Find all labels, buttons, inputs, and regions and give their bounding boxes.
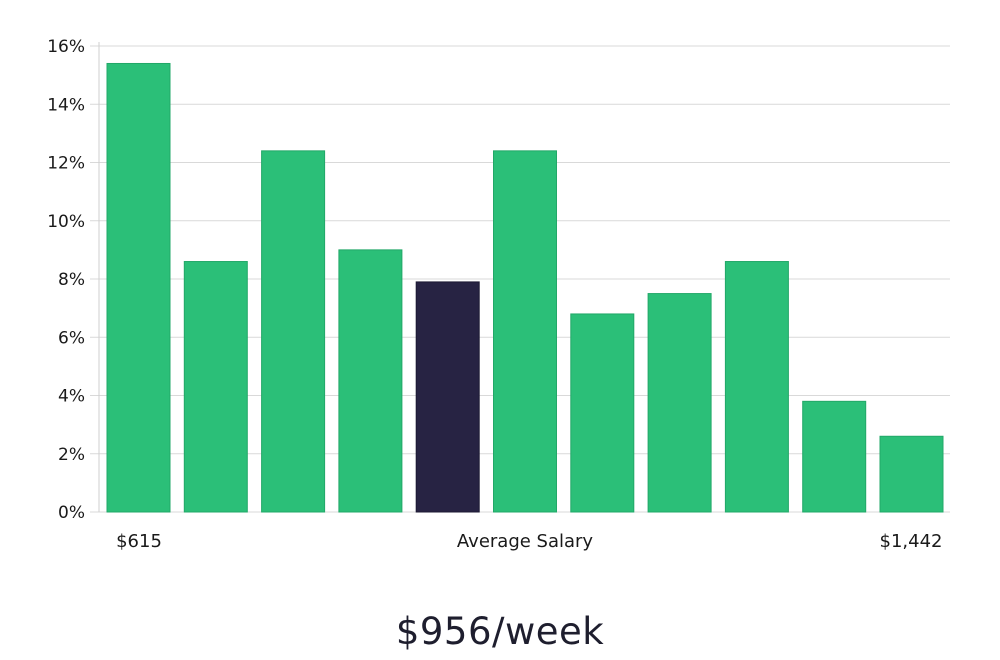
bar: [261, 150, 326, 513]
bar: [106, 62, 171, 513]
bar: [724, 261, 789, 513]
x-label-max: $1,442: [880, 531, 943, 552]
y-tick-label: 8%: [58, 270, 85, 290]
bar: [647, 293, 712, 513]
bar: [570, 313, 635, 513]
bar: [338, 249, 403, 513]
bar: [183, 261, 248, 513]
y-tick-label: 2%: [58, 445, 85, 465]
bar-highlight: [415, 281, 480, 513]
y-tick-label: 10%: [47, 212, 85, 232]
y-tick-label: 16%: [47, 37, 85, 57]
y-tick-label: 0%: [58, 503, 85, 523]
y-axis-ticks: 0% 2% 4% 6% 8% 10% 12% 14% 16%: [47, 37, 85, 523]
bar: [493, 150, 557, 513]
y-tick-label: 14%: [47, 95, 85, 115]
bar: [802, 400, 867, 513]
y-tick-label: 6%: [58, 328, 85, 348]
average-salary-value: $956/week: [395, 610, 605, 653]
bar: [879, 435, 944, 513]
salary-histogram: 0% 2% 4% 6% 8% 10% 12% 14% 16% $615 Average Sala…: [47, 37, 950, 552]
y-tick-label: 12%: [47, 154, 85, 174]
x-label-center: Average Salary: [457, 531, 594, 552]
bars: [106, 62, 944, 513]
y-tick-label: 4%: [58, 387, 85, 407]
x-label-min: $615: [116, 531, 162, 552]
